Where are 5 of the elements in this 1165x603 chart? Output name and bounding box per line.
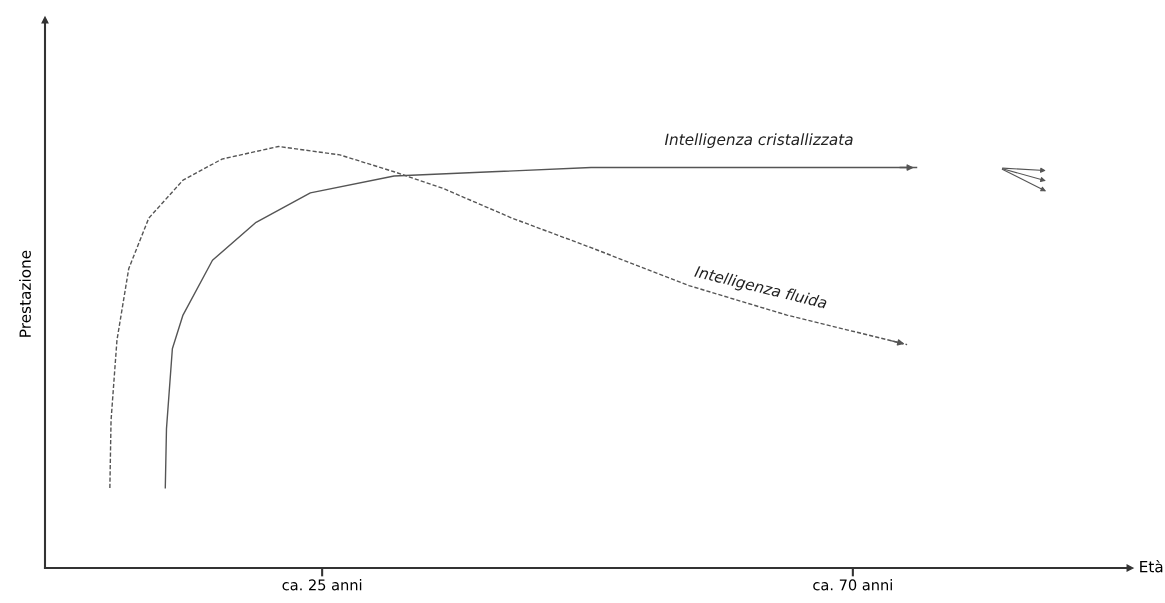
series-label: Intelligenza cristallizzata bbox=[664, 133, 853, 149]
x-tick-label: ca. 25 anni bbox=[282, 579, 362, 591]
x-axis-title: Età bbox=[1140, 560, 1163, 573]
x-tick-label: ca. 70 anni bbox=[813, 579, 892, 591]
y-axis-title: Prestazione bbox=[19, 250, 31, 337]
